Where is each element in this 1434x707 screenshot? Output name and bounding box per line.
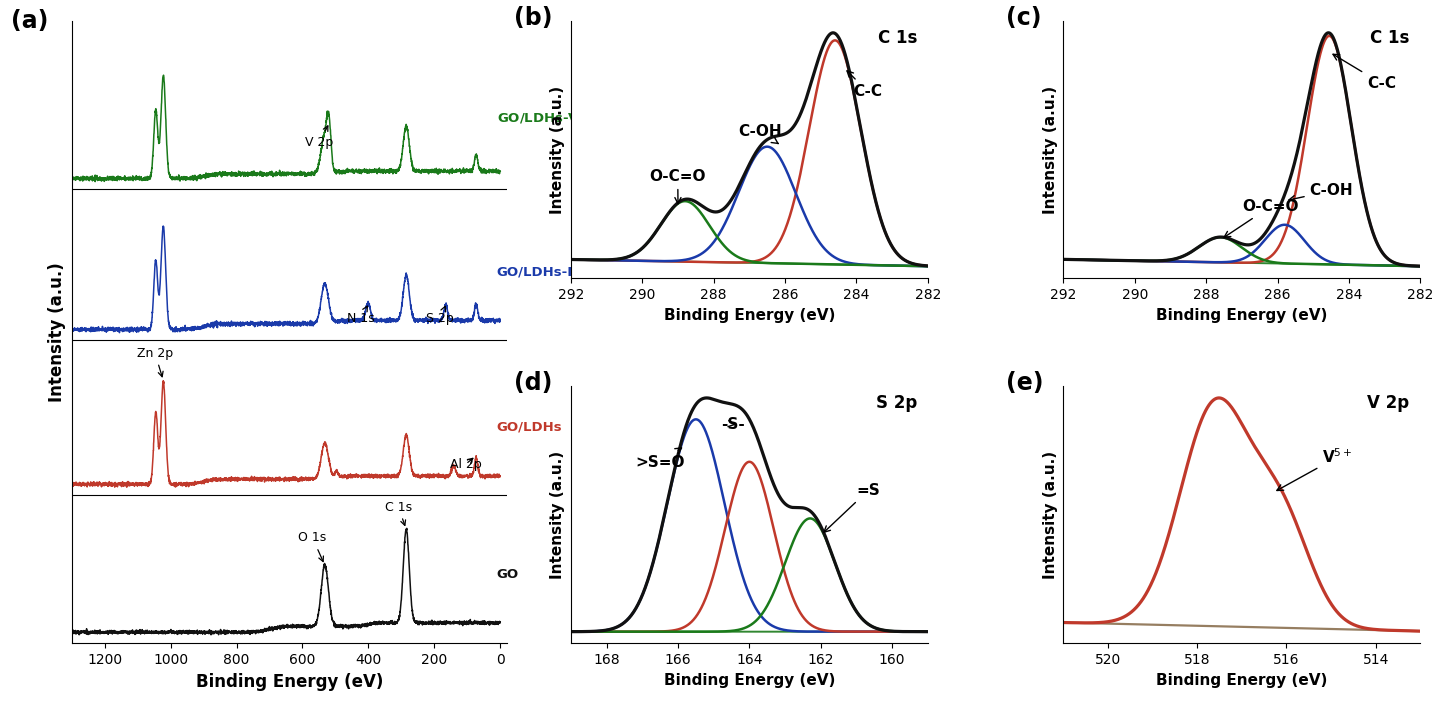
X-axis label: Binding Energy (eV): Binding Energy (eV) xyxy=(1156,308,1326,322)
Text: (d): (d) xyxy=(513,371,552,395)
Text: O-C=O: O-C=O xyxy=(1223,199,1298,238)
Text: Al 2p: Al 2p xyxy=(449,457,482,471)
Text: C-OH: C-OH xyxy=(739,124,782,144)
Text: (b): (b) xyxy=(513,6,552,30)
Text: C 1s: C 1s xyxy=(1369,29,1410,47)
Text: (c): (c) xyxy=(1005,6,1041,30)
Text: -S-: -S- xyxy=(720,417,744,432)
Text: GO: GO xyxy=(496,568,519,580)
Y-axis label: Intensity (a.u.): Intensity (a.u.) xyxy=(1043,86,1057,214)
Text: N 1s: N 1s xyxy=(347,306,374,325)
Text: O-C=O: O-C=O xyxy=(650,169,706,204)
Text: C-C: C-C xyxy=(1332,54,1395,91)
Text: V 2p: V 2p xyxy=(305,126,333,149)
Text: (e): (e) xyxy=(1005,371,1044,395)
Text: >S=O: >S=O xyxy=(635,448,684,469)
Text: C-C: C-C xyxy=(846,71,882,99)
Y-axis label: Intensity (a.u.): Intensity (a.u.) xyxy=(49,262,66,402)
Text: C-OH: C-OH xyxy=(1288,183,1352,201)
Text: GO/LDHs-MBT: GO/LDHs-MBT xyxy=(496,266,601,279)
Y-axis label: Intensity (a.u.): Intensity (a.u.) xyxy=(551,86,565,214)
Y-axis label: Intensity (a.u.): Intensity (a.u.) xyxy=(551,451,565,579)
X-axis label: Binding Energy (eV): Binding Energy (eV) xyxy=(195,672,383,691)
Text: S 2p: S 2p xyxy=(426,306,453,325)
Text: C 1s: C 1s xyxy=(384,501,412,525)
Text: GO/LDHs: GO/LDHs xyxy=(496,420,562,433)
X-axis label: Binding Energy (eV): Binding Energy (eV) xyxy=(1156,672,1326,688)
X-axis label: Binding Energy (eV): Binding Energy (eV) xyxy=(664,308,835,322)
Text: V$^{5+}$: V$^{5+}$ xyxy=(1276,448,1352,491)
Text: S 2p: S 2p xyxy=(876,394,916,412)
Text: C 1s: C 1s xyxy=(878,29,916,47)
Text: GO/LDHs-VO$_x$: GO/LDHs-VO$_x$ xyxy=(496,112,597,127)
Text: O 1s: O 1s xyxy=(298,532,327,561)
Text: Zn 2p: Zn 2p xyxy=(136,346,174,377)
Text: =S: =S xyxy=(823,483,880,532)
Text: V 2p: V 2p xyxy=(1367,394,1410,412)
Y-axis label: Intensity (a.u.): Intensity (a.u.) xyxy=(1043,451,1057,579)
X-axis label: Binding Energy (eV): Binding Energy (eV) xyxy=(664,672,835,688)
Text: (a): (a) xyxy=(11,8,49,33)
